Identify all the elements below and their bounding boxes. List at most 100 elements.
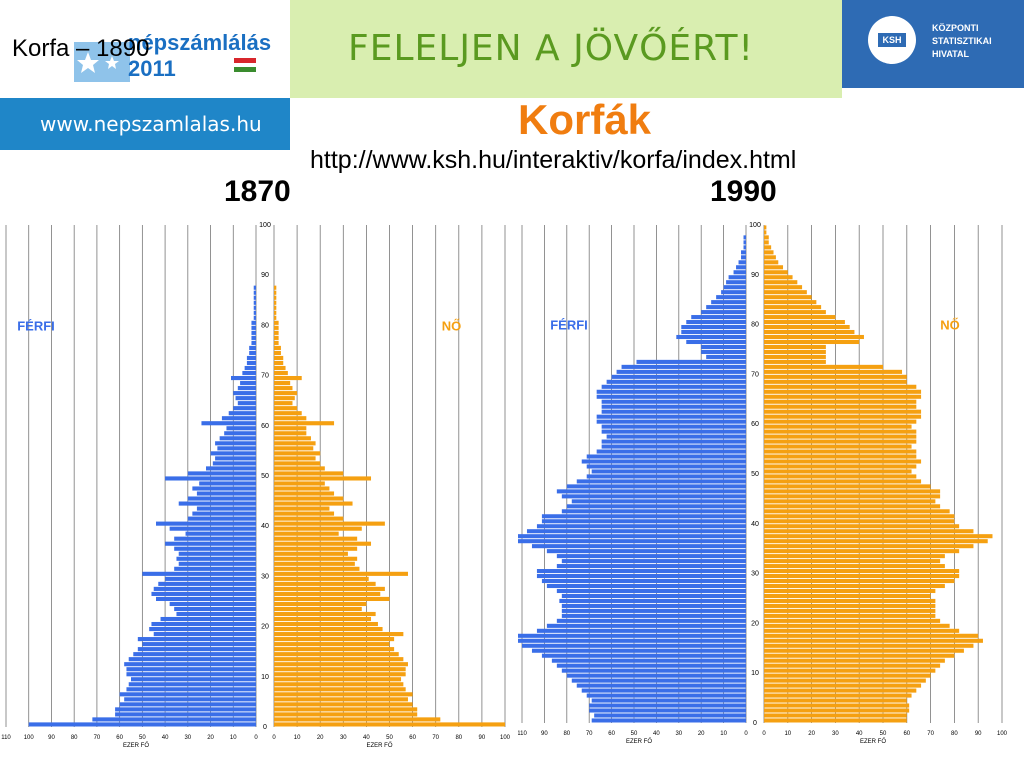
x-tick-label: 70 (586, 731, 593, 737)
female-bar (274, 647, 395, 652)
male-bar (596, 419, 746, 424)
x-tick-label: 30 (340, 735, 347, 741)
female-bar (764, 325, 850, 330)
logo-text: népszámlálás (128, 30, 272, 55)
male-bar (169, 526, 256, 531)
x-tick-label: 10 (784, 731, 791, 737)
female-bar (274, 416, 307, 421)
female-bar (274, 536, 358, 541)
female-bar (764, 404, 917, 409)
male-bar (115, 712, 256, 717)
female-bar (274, 285, 277, 290)
female-bar (764, 419, 917, 424)
female-bar (274, 295, 277, 300)
x-tick-label: 50 (386, 735, 393, 741)
ksh-line: STATISZTIKAI (932, 36, 992, 46)
ksh-line: KÖZPONTI (932, 23, 979, 33)
female-bar (274, 330, 279, 335)
male-bar (728, 275, 746, 280)
male-series-label: FÉRFI (550, 318, 588, 333)
female-bar (764, 379, 907, 384)
female-bar (274, 516, 344, 521)
female-bar (274, 511, 335, 516)
female-bar (764, 374, 907, 379)
female-bar (274, 355, 284, 361)
female-bar (764, 534, 993, 539)
male-bar (741, 255, 746, 260)
male-bar (237, 386, 256, 391)
x-tick-label: 50 (631, 731, 638, 737)
male-bar (178, 551, 256, 556)
female-bar (764, 464, 917, 469)
male-bar (221, 416, 256, 421)
male-bar (586, 693, 746, 698)
female-bar (764, 320, 845, 325)
x-tick-label: 70 (927, 731, 934, 737)
female-bar (274, 476, 372, 481)
male-bar (253, 305, 256, 310)
x-tick-label: 50 (880, 731, 887, 737)
male-bar (676, 334, 746, 340)
male-bar (733, 270, 746, 275)
y-tick-label: 90 (751, 272, 759, 279)
male-bar (606, 379, 746, 384)
female-bar (274, 581, 376, 586)
female-bar (764, 409, 922, 414)
male-bar (92, 717, 256, 722)
male-bar (556, 564, 746, 569)
male-bar (185, 531, 256, 536)
x-tick-label: 100 (997, 731, 1008, 737)
female-bar (764, 693, 912, 698)
male-bar (233, 391, 256, 396)
male-bar (192, 486, 256, 491)
male-bar (253, 285, 256, 290)
male-bar (561, 603, 746, 608)
female-bar (764, 310, 826, 315)
male-bar (244, 365, 256, 371)
female-bar (764, 549, 960, 554)
y-tick-label: 40 (261, 523, 269, 530)
male-bar (586, 464, 746, 469)
slide-title: Korfa – 1890 (12, 35, 150, 62)
female-bar (764, 708, 910, 713)
male-bar (601, 444, 746, 449)
male-bar (219, 436, 256, 441)
male-bar (736, 265, 746, 270)
male-bar (681, 325, 746, 330)
population-pyramid-1870: 110 100 90 80 70 60 50 40 30 20 10 0 0 10 20 30 40 50 60 70… (1, 222, 510, 749)
male-bar (251, 325, 256, 330)
female-bar (274, 571, 408, 576)
male-bar (556, 554, 746, 559)
female-bar (764, 678, 926, 683)
male-bar (559, 598, 746, 603)
male-bar (224, 431, 256, 436)
female-bar (764, 718, 907, 723)
y-tick-label: 80 (751, 322, 759, 329)
female-bar (274, 596, 390, 601)
female-bar (274, 421, 335, 426)
female-bar (764, 449, 917, 454)
female-bar (764, 623, 950, 628)
male-bar (601, 399, 746, 404)
female-bar (274, 481, 325, 486)
male-bar (561, 494, 746, 499)
source-link[interactable]: http://www.ksh.hu/interaktiv/korfa/index… (310, 146, 797, 174)
y-tick-label: 20 (751, 620, 759, 627)
female-bar (274, 541, 372, 546)
female-bar (274, 621, 378, 627)
population-pyramid-1990: 110 90 80 70 60 50 40 30 20 10 0 0 10 20 30 40 50 60 70 80 9… (518, 222, 1008, 745)
female-bar (764, 588, 936, 594)
female-bar (274, 411, 302, 416)
male-bar (536, 569, 746, 574)
female-bar (764, 414, 922, 419)
female-bar (274, 496, 344, 501)
male-bar (187, 471, 256, 476)
male-bar (566, 484, 746, 489)
female-bar (274, 471, 344, 476)
male-bar (536, 524, 746, 529)
male-bar (133, 652, 256, 657)
female-bar (764, 230, 767, 235)
male-bar (253, 310, 256, 315)
female-bar (764, 554, 945, 559)
female-bar (764, 285, 803, 290)
